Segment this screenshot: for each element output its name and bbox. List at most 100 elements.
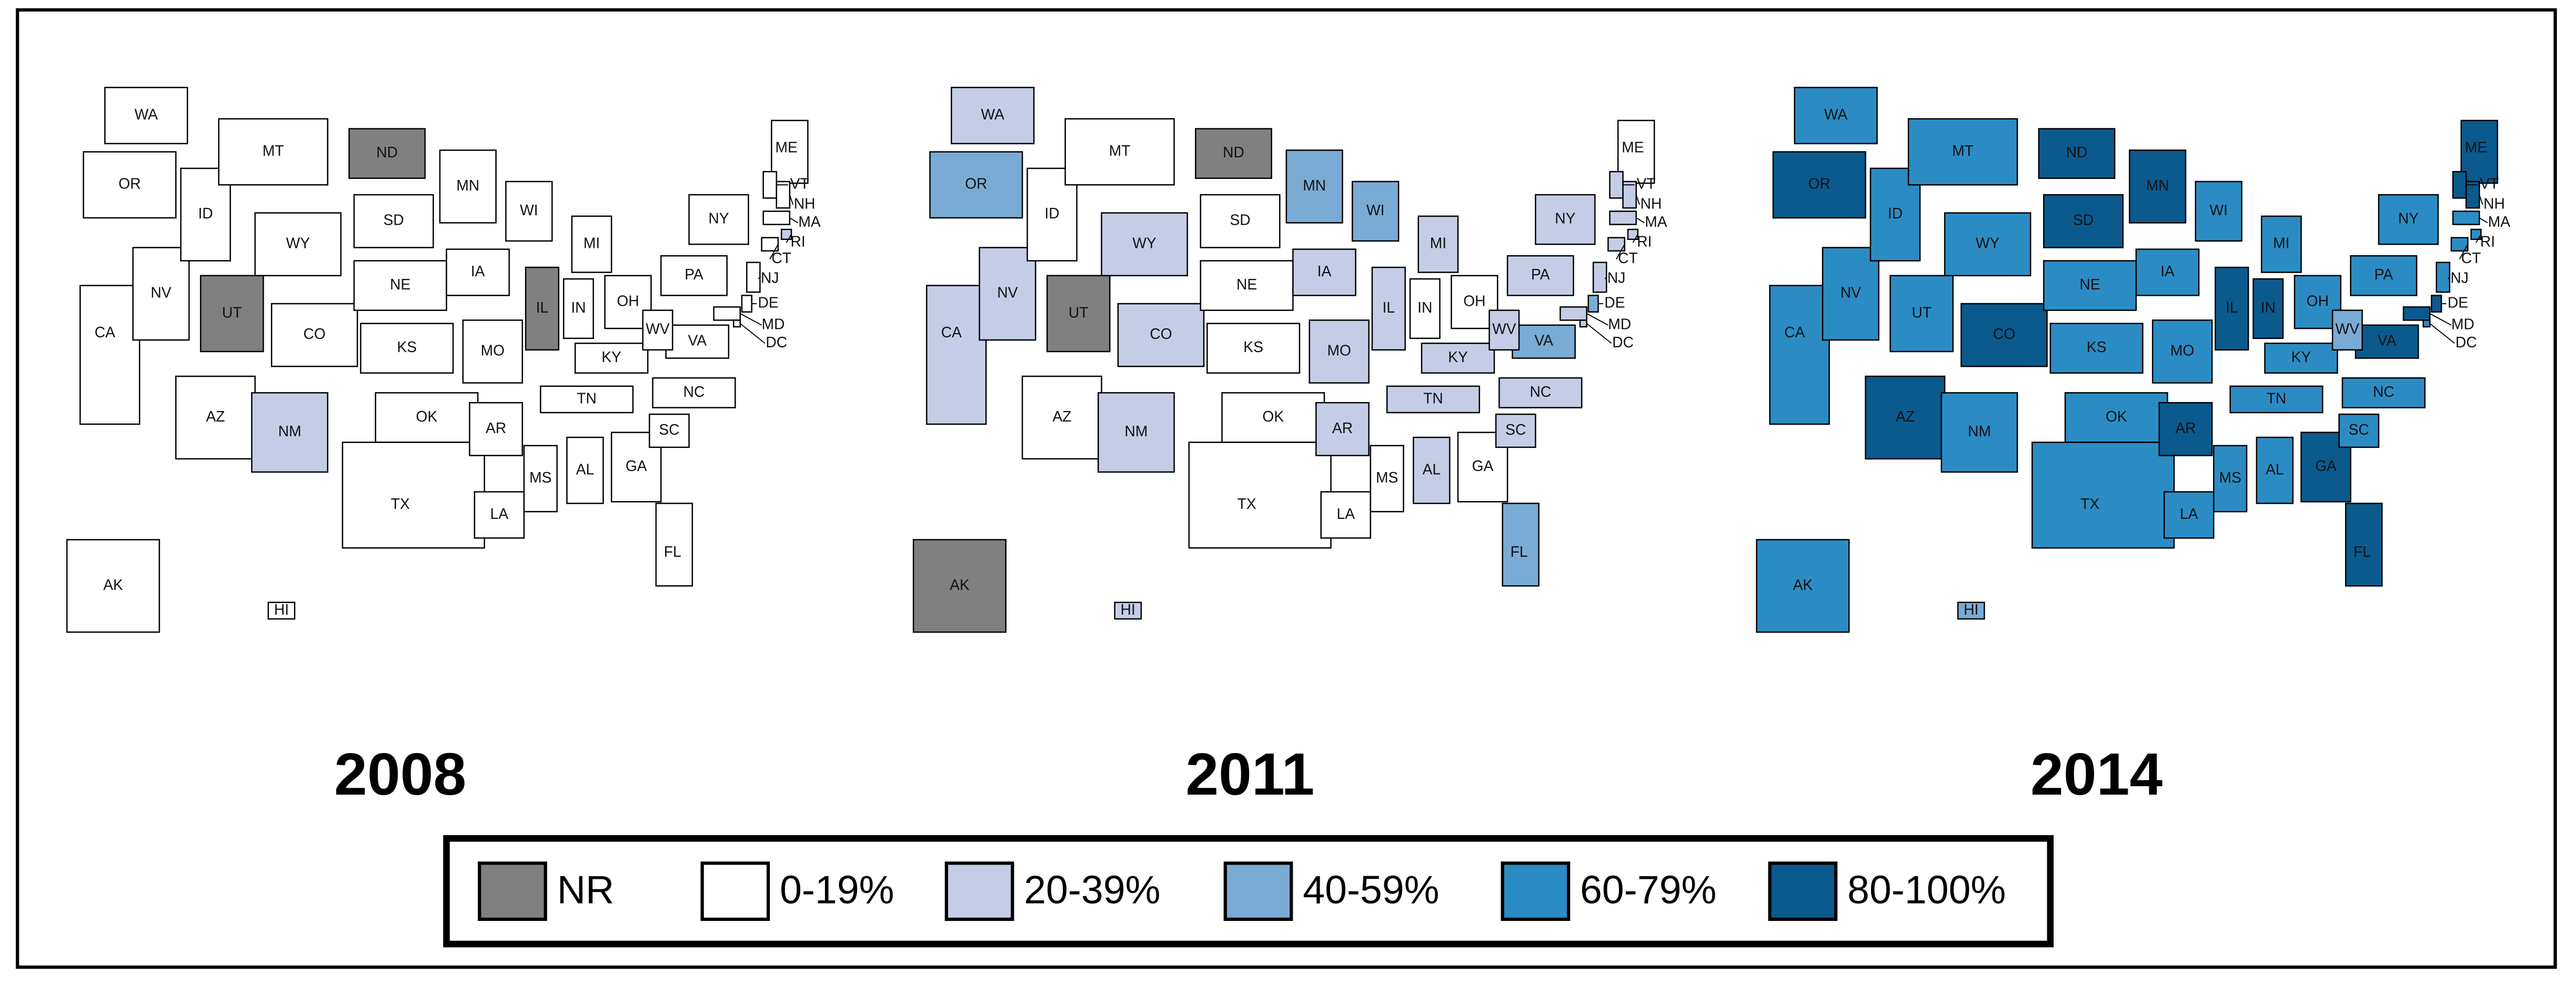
- state-label: AL: [1423, 460, 1441, 477]
- state-label: NJ: [761, 269, 779, 286]
- state-region: [2256, 436, 2294, 504]
- state-label: CA: [1784, 324, 1805, 340]
- state-region: [1021, 375, 1102, 460]
- state-label: OH: [617, 292, 639, 309]
- state-region: [2164, 491, 2215, 539]
- state-label: RI: [2480, 233, 2495, 249]
- state-region: [2460, 119, 2499, 184]
- state-label: WI: [1366, 202, 1384, 218]
- state-region: [2152, 319, 2213, 384]
- state-label: IA: [1317, 263, 1332, 279]
- state-region: [2031, 442, 2175, 549]
- state-region: [1101, 212, 1188, 276]
- state-region: [353, 194, 434, 248]
- state-region: [474, 491, 525, 539]
- state-region: [1865, 375, 1946, 460]
- state-label: LA: [490, 505, 509, 522]
- year-label: 2011: [1185, 741, 1314, 807]
- state-label: AK: [1793, 576, 1813, 593]
- leader-line: [2448, 277, 2450, 279]
- leader-line: [740, 323, 766, 344]
- state-region: [1940, 392, 2018, 473]
- state-region: [571, 215, 612, 273]
- state-region: [2215, 266, 2249, 351]
- state-label: MD: [1608, 315, 1631, 332]
- state-label: DE: [1604, 294, 1625, 311]
- state-region: [1559, 306, 1587, 321]
- state-label: NV: [997, 284, 1018, 301]
- state-region: [1117, 303, 1205, 367]
- leader-line: [2479, 194, 2483, 205]
- state-region: [929, 151, 1023, 219]
- state-label: IL: [536, 299, 549, 316]
- legend-label: 40-59%: [1303, 868, 1439, 912]
- state-label: NC: [2373, 383, 2394, 400]
- leader-line: [740, 313, 762, 326]
- state-label: AR: [1332, 419, 1353, 436]
- state-region: [1098, 392, 1175, 473]
- state-region: [1769, 285, 1830, 425]
- state-region: [950, 86, 1035, 145]
- state-label: WY: [1976, 235, 2000, 252]
- state-region: [2064, 392, 2168, 443]
- state-label: MN: [1303, 177, 1326, 194]
- state-label: TX: [391, 495, 410, 512]
- state-label: SD: [1230, 212, 1250, 228]
- leader-line: [769, 244, 779, 259]
- state-label: KS: [2087, 338, 2107, 355]
- state-region: [660, 255, 728, 296]
- state-label: ND: [2066, 144, 2088, 161]
- state-region: [2195, 181, 2242, 242]
- leader-line: [789, 217, 799, 224]
- state-region: [525, 266, 560, 351]
- state-label: TN: [2267, 389, 2287, 406]
- state-region: [2452, 171, 2467, 199]
- state-label: TN: [1423, 389, 1443, 406]
- state-label: MT: [263, 142, 284, 159]
- state-label: MS: [529, 469, 551, 486]
- legend-swatch: [1501, 861, 1571, 921]
- state-region: [2465, 181, 2480, 209]
- state-label: VA: [2378, 332, 2397, 349]
- state-label: NM: [1968, 423, 1991, 439]
- state-label: DE: [758, 294, 779, 311]
- state-label: ND: [376, 144, 398, 161]
- state-label: LA: [2180, 505, 2198, 522]
- state-label: KS: [397, 338, 417, 355]
- state-label: MS: [1376, 469, 1398, 486]
- state-region: [1622, 181, 1637, 209]
- state-label: NY: [708, 210, 729, 227]
- state-label: NC: [1530, 383, 1551, 400]
- state-label: ID: [1888, 205, 1903, 222]
- state-label: AL: [2266, 460, 2284, 477]
- state-label: NM: [1125, 423, 1148, 439]
- state-label: ME: [2465, 139, 2487, 156]
- state-region: [1609, 171, 1624, 199]
- state-region: [1352, 181, 1400, 242]
- state-label: AL: [576, 460, 595, 477]
- year-label: 2014: [2030, 741, 2162, 807]
- state-label: ME: [775, 139, 797, 156]
- state-region: [1064, 118, 1175, 186]
- state-label: MA: [798, 213, 821, 230]
- state-region: [665, 324, 730, 359]
- state-region: [1370, 445, 1404, 513]
- state-label: NM: [278, 423, 301, 439]
- state-label: LA: [1337, 505, 1355, 522]
- state-region: [1889, 275, 1954, 353]
- state-region: [2038, 128, 2116, 179]
- state-region: [2422, 319, 2431, 328]
- state-label: MD: [762, 315, 785, 332]
- state-region: [1417, 215, 1459, 273]
- state-label: FL: [1511, 543, 1528, 560]
- state-region: [1609, 211, 1637, 225]
- state-label: MA: [2488, 213, 2511, 230]
- state-region: [1794, 86, 1878, 145]
- state-region: [251, 392, 329, 473]
- state-label: VT: [790, 175, 809, 192]
- state-label: NE: [2080, 276, 2100, 293]
- state-region: [1195, 128, 1272, 179]
- legend-label: 0-19%: [780, 868, 894, 912]
- state-region: [1206, 323, 1301, 374]
- state-region: [218, 118, 329, 186]
